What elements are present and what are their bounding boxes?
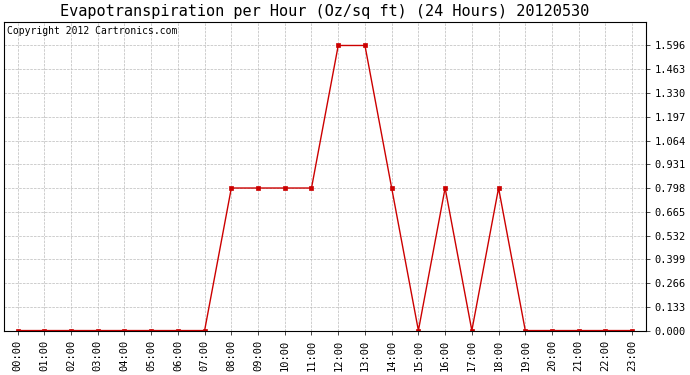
Title: Evapotranspiration per Hour (Oz/sq ft) (24 Hours) 20120530: Evapotranspiration per Hour (Oz/sq ft) (… [60,4,589,19]
Text: Copyright 2012 Cartronics.com: Copyright 2012 Cartronics.com [8,26,178,36]
